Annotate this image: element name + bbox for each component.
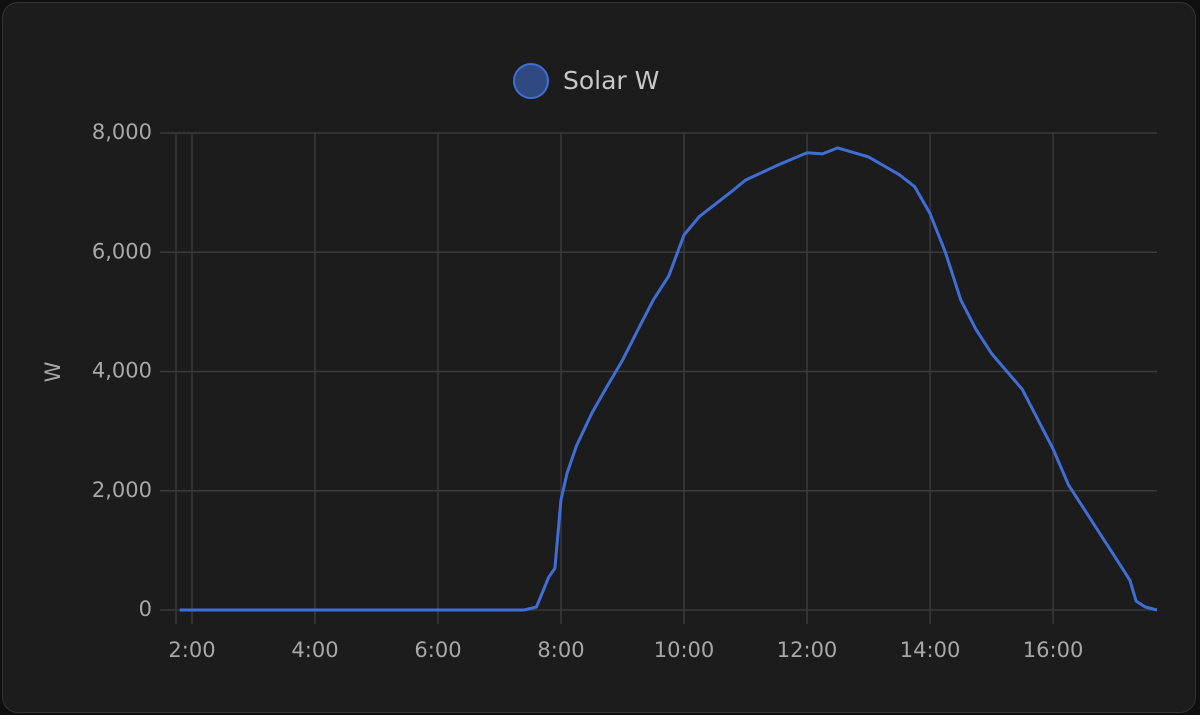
x-tick-label: 6:00	[414, 638, 461, 662]
x-tick-label: 14:00	[900, 638, 961, 662]
y-tick-label: 2,000	[92, 478, 152, 502]
legend-label: Solar W	[563, 66, 659, 95]
y-tick-label: 6,000	[92, 239, 152, 263]
x-tick-label: 12:00	[777, 638, 838, 662]
y-tick-label: 8,000	[92, 120, 152, 144]
x-tick-label: 10:00	[654, 638, 715, 662]
x-tick-label: 4:00	[291, 638, 338, 662]
x-tick-label: 16:00	[1023, 638, 1084, 662]
y-tick-label: 0	[139, 597, 152, 621]
x-tick-label: 2:00	[168, 638, 215, 662]
y-tick-label: 4,000	[92, 359, 152, 383]
y-axis-label: W	[41, 361, 65, 382]
line	[179, 146, 1158, 612]
x-tick-label: 8:00	[537, 638, 584, 662]
legend-swatch	[513, 63, 549, 99]
